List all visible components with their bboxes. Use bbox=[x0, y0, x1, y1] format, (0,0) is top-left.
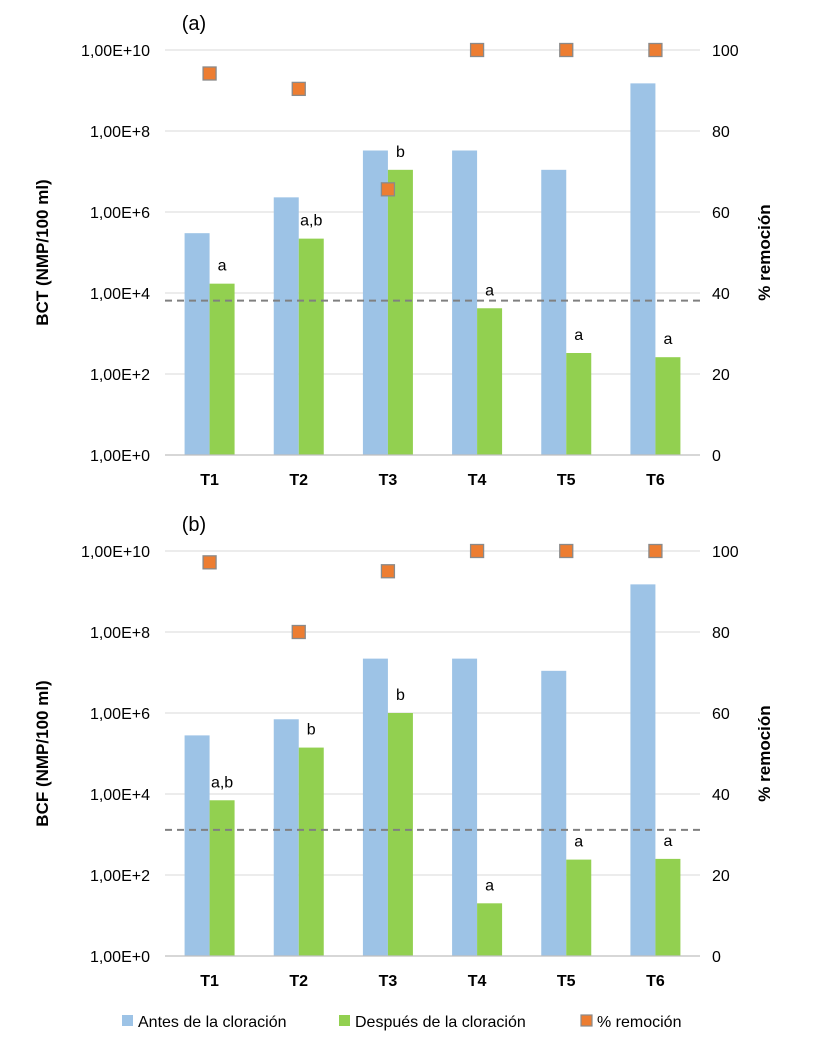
bar-antes bbox=[362, 658, 388, 956]
significance-label: b bbox=[307, 722, 316, 739]
y2-tick-label: 20 bbox=[712, 367, 730, 384]
removal-marker bbox=[648, 42, 663, 58]
bar-despues bbox=[477, 308, 503, 455]
y2-tick-label: 60 bbox=[712, 205, 730, 222]
bar-antes bbox=[362, 150, 388, 455]
y-axis-title: BCF (NMP/100 ml) bbox=[33, 680, 52, 826]
legend-swatch bbox=[122, 1015, 133, 1026]
y-tick-label: 1,00E+10 bbox=[81, 43, 150, 60]
y2-tick-label: 100 bbox=[712, 43, 739, 60]
removal-marker bbox=[469, 42, 485, 58]
x-tick-label: T5 bbox=[557, 472, 576, 489]
x-tick-label: T2 bbox=[289, 472, 308, 489]
significance-label: a bbox=[574, 327, 583, 344]
removal-marker bbox=[202, 555, 217, 570]
y-tick-label: 1,00E+8 bbox=[90, 625, 150, 642]
removal-marker bbox=[380, 182, 396, 197]
bar-antes bbox=[273, 719, 299, 956]
y2-tick-label: 20 bbox=[712, 868, 730, 885]
bar-despues bbox=[566, 353, 592, 455]
y2-tick-label: 80 bbox=[712, 124, 730, 141]
x-tick-label: T4 bbox=[468, 472, 487, 489]
bar-despues bbox=[477, 903, 503, 956]
significance-label: a bbox=[485, 282, 494, 299]
y-tick-label: 1,00E+0 bbox=[90, 448, 150, 465]
x-tick-label: T1 bbox=[200, 973, 219, 990]
significance-label: b bbox=[396, 687, 405, 704]
x-tick-label: T4 bbox=[468, 973, 487, 990]
y-tick-label: 1,00E+0 bbox=[90, 949, 150, 966]
significance-label: a bbox=[663, 331, 672, 348]
bar-despues bbox=[298, 747, 324, 956]
significance-label: a,b bbox=[211, 774, 233, 791]
bar-antes bbox=[630, 83, 656, 456]
bar-antes bbox=[452, 658, 478, 956]
y-tick-label: 1,00E+2 bbox=[90, 367, 150, 384]
bar-despues bbox=[209, 800, 235, 956]
removal-marker bbox=[469, 543, 485, 559]
bar-despues bbox=[298, 238, 324, 455]
bar-despues bbox=[387, 169, 413, 455]
y-axis-title: BCT (NMP/100 ml) bbox=[33, 179, 52, 325]
bar-antes bbox=[184, 233, 210, 455]
bar-antes bbox=[630, 584, 656, 956]
bar-despues bbox=[566, 859, 592, 956]
significance-label: a,b bbox=[300, 213, 322, 230]
x-tick-label: T3 bbox=[379, 973, 398, 990]
bar-antes bbox=[541, 169, 567, 455]
removal-marker bbox=[648, 543, 663, 559]
y-tick-label: 1,00E+4 bbox=[90, 286, 150, 303]
bar-antes bbox=[273, 197, 299, 455]
y-tick-label: 1,00E+2 bbox=[90, 868, 150, 885]
x-tick-label: T3 bbox=[379, 472, 398, 489]
legend-swatch bbox=[580, 1014, 593, 1027]
significance-label: a bbox=[574, 834, 583, 851]
bar-despues bbox=[655, 858, 681, 956]
y2-tick-label: 60 bbox=[712, 706, 730, 723]
y-tick-label: 1,00E+10 bbox=[81, 544, 150, 561]
x-tick-label: T6 bbox=[646, 472, 665, 489]
significance-label: a bbox=[218, 258, 227, 275]
y-tick-label: 1,00E+6 bbox=[90, 205, 150, 222]
y2-tick-label: 0 bbox=[712, 448, 721, 465]
panel-label: (b) bbox=[182, 514, 206, 536]
y2-tick-label: 0 bbox=[712, 949, 721, 966]
panel-label: (a) bbox=[182, 13, 206, 35]
removal-marker bbox=[202, 66, 217, 81]
bar-antes bbox=[541, 670, 567, 956]
legend-label: % remoción bbox=[597, 1014, 681, 1031]
y2-axis-title: % remoción bbox=[755, 204, 774, 300]
y-tick-label: 1,00E+4 bbox=[90, 787, 150, 804]
x-tick-label: T6 bbox=[646, 973, 665, 990]
y2-tick-label: 40 bbox=[712, 286, 730, 303]
removal-marker bbox=[380, 564, 396, 579]
significance-label: b bbox=[396, 144, 405, 161]
legend-swatch bbox=[339, 1015, 350, 1026]
x-tick-label: T1 bbox=[200, 472, 219, 489]
removal-marker bbox=[559, 42, 574, 58]
legend-label: Después de la cloración bbox=[355, 1014, 526, 1031]
bar-despues bbox=[209, 283, 235, 455]
y2-axis-title: % remoción bbox=[755, 705, 774, 801]
bar-antes bbox=[452, 150, 478, 455]
removal-marker bbox=[559, 543, 574, 559]
x-tick-label: T2 bbox=[289, 973, 308, 990]
y-tick-label: 1,00E+6 bbox=[90, 706, 150, 723]
y-tick-label: 1,00E+8 bbox=[90, 124, 150, 141]
legend-label: Antes de la cloración bbox=[138, 1014, 287, 1031]
y2-tick-label: 40 bbox=[712, 787, 730, 804]
removal-marker bbox=[291, 624, 306, 640]
significance-label: a bbox=[485, 877, 494, 894]
significance-label: a bbox=[663, 833, 672, 850]
bar-antes bbox=[184, 735, 210, 956]
bar-despues bbox=[655, 357, 681, 455]
y2-tick-label: 100 bbox=[712, 544, 739, 561]
y2-tick-label: 80 bbox=[712, 625, 730, 642]
removal-marker bbox=[291, 81, 306, 97]
x-tick-label: T5 bbox=[557, 973, 576, 990]
bar-despues bbox=[387, 713, 413, 956]
